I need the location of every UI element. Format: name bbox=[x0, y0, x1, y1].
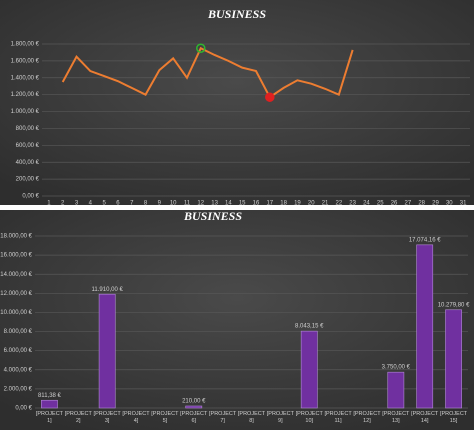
chart-title: BUSINESS bbox=[183, 210, 242, 223]
data-label: 3.750,00 € bbox=[382, 365, 411, 371]
x-tick-label: 7 bbox=[130, 201, 134, 205]
data-label: 11.910,00 € bbox=[92, 287, 124, 293]
y-tick-label: 200,00 € bbox=[16, 177, 40, 183]
data-label: 210,00 € bbox=[182, 399, 206, 405]
y-tick-label: 1.800,00 € bbox=[11, 42, 40, 48]
x-tick-label: 25 bbox=[377, 201, 384, 205]
x-tick-label: 22 bbox=[335, 201, 342, 205]
data-label: 17.074,16 € bbox=[409, 237, 441, 243]
bar bbox=[445, 309, 462, 409]
x-tick-label: 14 bbox=[225, 201, 232, 205]
x-tick-label: [PROJECT 9] bbox=[266, 411, 294, 424]
x-tick-label: 1 bbox=[47, 201, 51, 205]
x-tick-label: 10 bbox=[170, 201, 177, 205]
x-tick-label: [PROJECT 8] bbox=[237, 411, 266, 424]
y-tick-label: 4.000,00 € bbox=[4, 367, 33, 373]
y-tick-label: 1.400,00 € bbox=[11, 75, 40, 81]
y-tick-label: 12.000,00 € bbox=[0, 291, 32, 297]
x-tick-label: [PROJECT 12] bbox=[353, 411, 381, 424]
x-tick-label: 15 bbox=[239, 201, 246, 205]
x-tick-label: 23 bbox=[349, 201, 356, 205]
x-tick-label: [PROJECT 14] bbox=[411, 411, 439, 424]
bar bbox=[300, 330, 318, 409]
x-tick-label: 4 bbox=[89, 201, 93, 205]
x-tick-label: 5 bbox=[102, 201, 106, 205]
y-tick-label: 10.000,00 € bbox=[0, 310, 32, 316]
x-tick-label: 19 bbox=[294, 201, 301, 205]
bar-chart: BUSINESS 0,00 € 2.000,00 € 4.000,00 € 6.000… bbox=[0, 210, 474, 430]
x-tick-label: 24 bbox=[363, 201, 370, 205]
x-tick-label: 30 bbox=[446, 201, 453, 205]
x-tick-label: [PROJECT 11] bbox=[324, 411, 352, 424]
line-series bbox=[61, 46, 354, 99]
max-marker bbox=[196, 43, 206, 53]
x-tick-label: [PROJECT 15] bbox=[439, 411, 468, 424]
x-tick-label: [PROJECT 10] bbox=[295, 411, 323, 424]
bar bbox=[98, 293, 116, 409]
x-tick-label: 12 bbox=[197, 201, 204, 205]
x-tick-label: 29 bbox=[432, 201, 439, 205]
y-tick-label: 400,00 € bbox=[16, 160, 40, 166]
x-tick-label: [PROJECT 13] bbox=[382, 411, 410, 424]
x-tick-label: 3 bbox=[75, 201, 79, 205]
x-tick-label: 13 bbox=[211, 201, 218, 205]
x-tick-label: 31 bbox=[460, 201, 467, 205]
x-tick-label: [PROJECT 2] bbox=[64, 411, 92, 424]
y-tick-label: 0,00 € bbox=[22, 194, 39, 200]
y-tick-label: 800,00 € bbox=[16, 126, 40, 132]
x-tick-label: 28 bbox=[418, 201, 425, 205]
data-label: 8.043,15 € bbox=[295, 324, 324, 330]
y-tick-label: 1.000,00 € bbox=[11, 109, 40, 115]
y-tick-label: 8.000,00 € bbox=[4, 329, 33, 335]
x-tick-label: [PROJECT 5] bbox=[151, 411, 179, 424]
y-tick-label: 2.000,00 € bbox=[4, 386, 33, 392]
y-tick-label: 1.600,00 € bbox=[11, 58, 40, 64]
data-label: 10.279,80 € bbox=[438, 302, 470, 308]
bar bbox=[41, 399, 58, 409]
x-tick-label: [PROJECT 7] bbox=[209, 411, 237, 424]
x-tick-label: 2 bbox=[61, 201, 65, 205]
x-tick-label: 9 bbox=[158, 201, 162, 205]
y-tick-label: 18.000,00 € bbox=[0, 234, 32, 240]
y-tick-label: 1.200,00 € bbox=[11, 92, 40, 98]
x-tick-label: 18 bbox=[280, 201, 287, 205]
bar bbox=[416, 244, 434, 409]
line-chart: BUSINESS 0,00 € 200,00 € 400,00 € 600,00 € 8… bbox=[0, 0, 474, 205]
x-tick-label: 27 bbox=[405, 201, 412, 205]
x-tick-label: [PROJECT 1] bbox=[35, 411, 64, 424]
x-tick-label: 8 bbox=[144, 201, 148, 205]
y-tick-label: 0,00 € bbox=[15, 406, 32, 412]
x-tick-label: [PROJECT 3] bbox=[93, 411, 121, 424]
chart-title: BUSINESS bbox=[207, 7, 266, 21]
x-tick-label: [PROJECT 4] bbox=[122, 411, 150, 424]
bar bbox=[185, 405, 203, 409]
x-tick-label: 11 bbox=[184, 201, 191, 205]
y-tick-label: 600,00 € bbox=[16, 143, 40, 149]
min-marker bbox=[265, 92, 275, 102]
x-tick-label: 16 bbox=[253, 201, 260, 205]
y-tick-label: 6.000,00 € bbox=[4, 348, 33, 354]
y-tick-label: 16.000,00 € bbox=[0, 253, 32, 259]
x-tick-label: [PROJECT 6] bbox=[180, 411, 208, 424]
x-tick-label: 21 bbox=[322, 201, 329, 205]
chart-background bbox=[0, 0, 474, 205]
x-tick-label: 17 bbox=[266, 201, 273, 205]
data-label: 811,38 € bbox=[38, 393, 62, 399]
bar bbox=[387, 371, 405, 409]
x-tick-label: 26 bbox=[391, 201, 398, 205]
x-tick-label: 6 bbox=[116, 201, 120, 205]
y-tick-label: 14.000,00 € bbox=[0, 272, 32, 278]
x-tick-label: 20 bbox=[308, 201, 315, 205]
